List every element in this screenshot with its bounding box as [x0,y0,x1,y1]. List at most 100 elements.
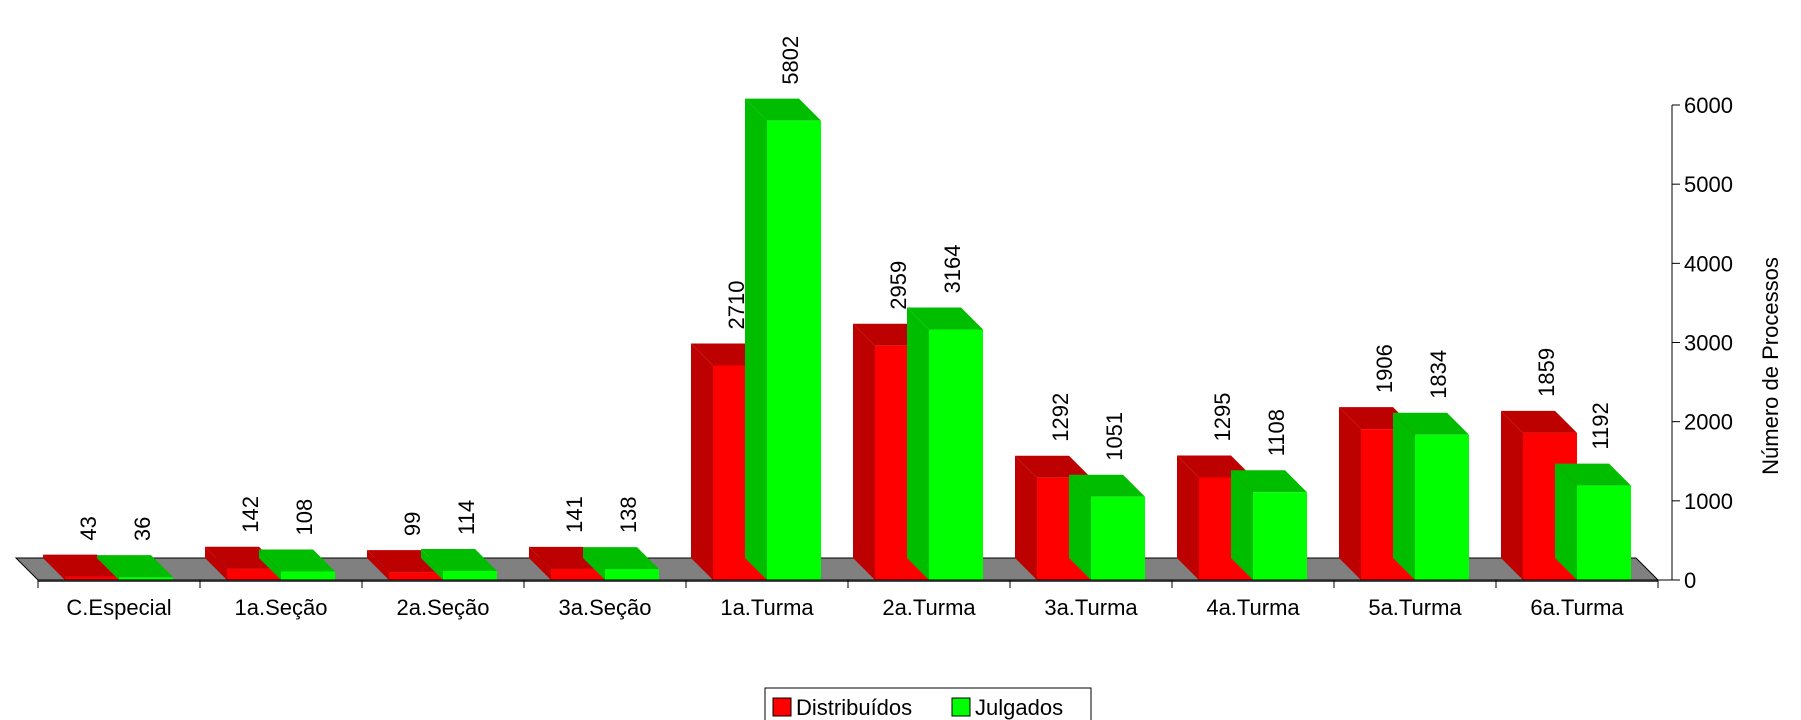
bar-6a-turma-julgados-top [1555,463,1631,486]
bar-c-especial-julgados-front [119,577,173,580]
bar-3a-secao-julgados-top [583,547,659,570]
bar-1a-secao-distribuidos-front [227,568,281,580]
data-label-3a-turma-julgados: 1051 [1102,412,1127,461]
legend-box [764,687,1092,720]
data-label-1a-secao-distribuidos: 142 [238,496,263,533]
data-label-1a-turma-distribuidos: 2710 [724,281,749,330]
bar-c-especial-distribuidos-front [65,576,119,580]
y-tick-label-2000: 2000 [1684,410,1733,435]
bar-2a-secao-julgados [421,548,497,580]
bars [43,98,1631,581]
y-tick-label-5000: 5000 [1684,172,1733,197]
bar-6a-turma-julgados-side [1555,463,1577,580]
data-label-2a-turma-distribuidos: 2959 [886,261,911,310]
x-tick-label-5a-turma: 5a.Turma [1368,595,1462,620]
bar-3a-turma-distribuidos-side [1015,455,1037,580]
bar-c-especial-julgados-side [97,555,119,580]
bar-6a-turma-julgados [1555,463,1631,580]
bar-c-especial-julgados [97,555,173,580]
bar-3a-secao-julgados-side [583,547,605,580]
bar-3a-turma-distribuidos-top [1015,455,1091,478]
bar-1a-secao-julgados-front [281,571,335,580]
data-label-2a-turma-julgados: 3164 [940,245,965,294]
data-label-3a-secao-julgados: 138 [616,496,641,533]
bar-2a-secao-julgados-top [421,548,497,571]
data-label-6a-turma-distribuidos: 1859 [1534,348,1559,397]
bar-6a-turma-distribuidos-top [1501,410,1577,433]
x-tick-label-3a-secao: 3a.Seção [559,595,652,620]
bar-3a-turma-julgados-front [1091,496,1145,580]
bar-5a-turma-julgados-top [1393,412,1469,435]
bar-c-especial-distribuidos-side [43,554,65,580]
data-label-5a-turma-julgados: 1834 [1426,350,1451,399]
bar-4a-turma-julgados-front [1253,492,1307,580]
bar-1a-turma-julgados-front [767,120,821,581]
data-label-4a-turma-julgados: 1108 [1264,409,1289,456]
y-tick-label-4000: 4000 [1684,251,1733,276]
y-axis: 0 1000 2000 3000 4000 5000 6000 [1658,93,1733,593]
bar-1a-turma-julgados-side [745,98,767,581]
bar-2a-turma-julgados-top [907,307,983,330]
y-tick-label-6000: 6000 [1684,93,1733,118]
bar-2a-turma-julgados [907,307,983,580]
bar-4a-turma-julgados-side [1231,470,1253,580]
x-tick-label-1a-secao: 1a.Seção [235,595,328,620]
bar-5a-turma-julgados-side [1393,412,1415,580]
x-tick-label-3a-turma: 3a.Turma [1044,595,1138,620]
data-labels: 43 36 142 108 99 114 141 138 2710 5802 2959 3164 129… [76,36,1613,541]
x-axis: C.Especial 1a.Seção 2a.Seção 3a.Seção 1a.Tur… [37,579,1659,620]
y-tick-label-1000: 1000 [1684,489,1733,514]
bar-2a-secao-julgados-front [443,570,497,580]
bar-2a-secao-distribuidos-front [389,572,443,580]
bar-1a-turma-distribuidos-side [691,343,713,580]
legend-swatch-julgados [951,697,971,717]
bar-1a-turma-julgados-top [745,98,821,121]
data-label-5a-turma-distribuidos: 1906 [1372,344,1397,393]
bar-2a-secao-distribuidos-side [367,550,389,580]
bar-1a-secao-julgados [259,549,335,580]
bar-5a-turma-julgados [1393,412,1469,580]
bar-3a-secao-distribuidos-side [529,546,551,580]
x-tick-label-1a-turma: 1a.Turma [720,595,814,620]
bar-2a-turma-distribuidos-side [853,323,875,580]
bar-1a-turma-julgados [745,98,821,581]
bar-1a-secao-julgados-side [259,549,281,580]
bar-c-especial-julgados-top [97,555,173,578]
legend-swatch-distribuidos [772,697,792,717]
x-tick-label-6a-turma: 6a.Turma [1530,595,1624,620]
data-label-2a-secao-distribuidos: 99 [400,512,425,536]
legend-label-distribuidos: Distribuídos [796,695,912,720]
bar-3a-turma-julgados-side [1069,474,1091,580]
data-label-2a-secao-julgados: 114 [454,500,479,535]
x-tick-label-2a-secao: 2a.Seção [397,595,490,620]
bar-5a-turma-julgados-front [1415,434,1469,580]
legend: Distribuídos Julgados [764,687,1092,720]
bar-2a-turma-julgados-front [929,329,983,580]
bar-2a-turma-julgados-side [907,307,929,580]
bar-6a-turma-julgados-front [1577,485,1631,580]
bar-2a-secao-julgados-side [421,548,443,580]
bar-1a-secao-distribuidos-side [205,546,227,580]
data-label-c-especial-julgados: 36 [130,517,155,541]
bar-3a-secao-julgados [583,547,659,580]
bar-6a-turma-distribuidos-side [1501,410,1523,580]
y-tick-label-0: 0 [1684,568,1696,593]
legend-label-julgados: Julgados [975,695,1063,720]
data-label-1a-turma-julgados: 5802 [778,36,803,85]
x-tick-label-2a-turma: 2a.Turma [882,595,976,620]
bar-4a-turma-distribuidos-side [1177,455,1199,580]
x-tick-label-4a-turma: 4a.Turma [1206,595,1300,620]
y-axis-title: Número de Processos [1758,257,1783,475]
bar-4a-turma-julgados-top [1231,470,1307,493]
bar-5a-turma-distribuidos-side [1339,407,1361,580]
bar-3a-turma-julgados-top [1069,474,1145,497]
bar-1a-secao-julgados-top [259,549,335,572]
bar-1a-turma-distribuidos [691,343,767,580]
bar-4a-turma-julgados [1231,470,1307,580]
data-label-c-especial-distribuidos: 43 [76,516,101,540]
x-tick-label-c-especial: C.Especial [66,595,171,620]
bar-3a-secao-julgados-front [605,569,659,580]
y-tick-label-3000: 3000 [1684,331,1733,356]
data-label-3a-secao-distribuidos: 141 [562,496,587,533]
